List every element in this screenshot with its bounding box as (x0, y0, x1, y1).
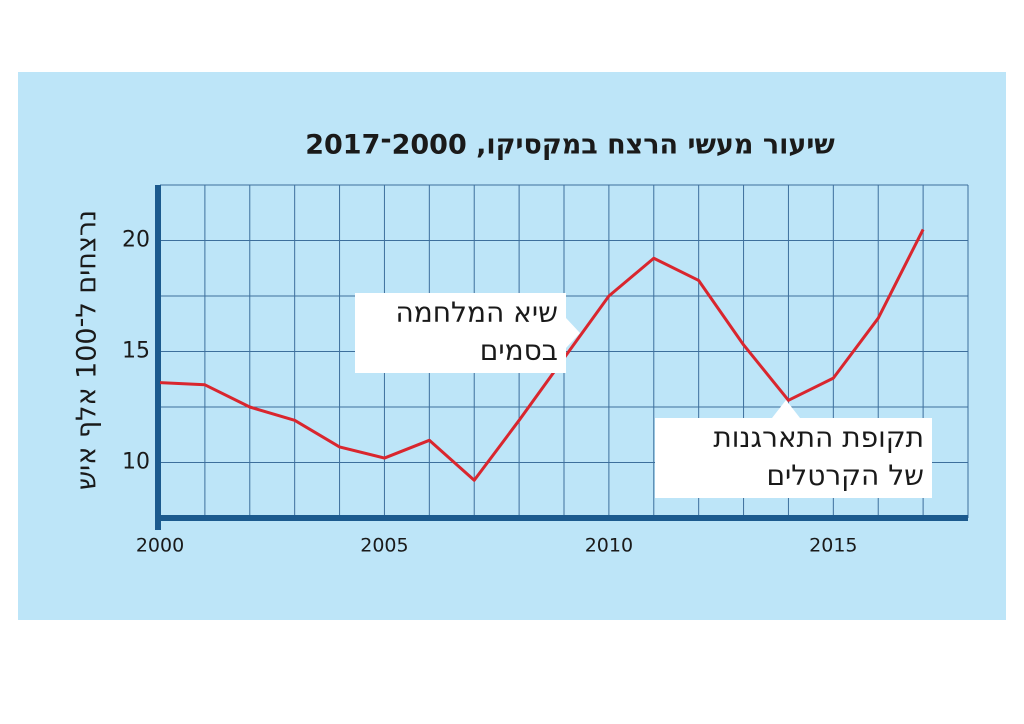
annotation-text: תקופת התארגנות (713, 421, 924, 454)
y-tick-label: 10 (122, 450, 150, 475)
annotation-box (355, 293, 566, 373)
y-tick-label: 20 (122, 228, 150, 253)
x-tick-label: 2015 (809, 535, 857, 557)
x-tick-label: 2010 (585, 535, 633, 557)
x-tick-label: 2000 (136, 535, 184, 557)
y-tick-label: 15 (122, 339, 150, 364)
marks (159, 228, 925, 482)
data-line (159, 228, 925, 482)
x-tick-label: 2005 (360, 535, 408, 557)
annotation-text: שיא המלחמה (395, 296, 558, 329)
annotations: שיא המלחמה בסמים תקופת התארגנות של הקרטלים (355, 293, 932, 498)
y-axis-label: נרצחים ל־100 אלף איש (72, 210, 103, 490)
annotation-pointer (566, 318, 580, 348)
chart-title: שיעור מעשי הרצח במקסיקו, 2000־2017 (305, 130, 835, 161)
annotation-box (655, 418, 932, 498)
annotation-text: בסמים (480, 334, 558, 367)
annotation-text: של הקרטלים (766, 459, 924, 492)
annotation-pointer (772, 400, 800, 418)
